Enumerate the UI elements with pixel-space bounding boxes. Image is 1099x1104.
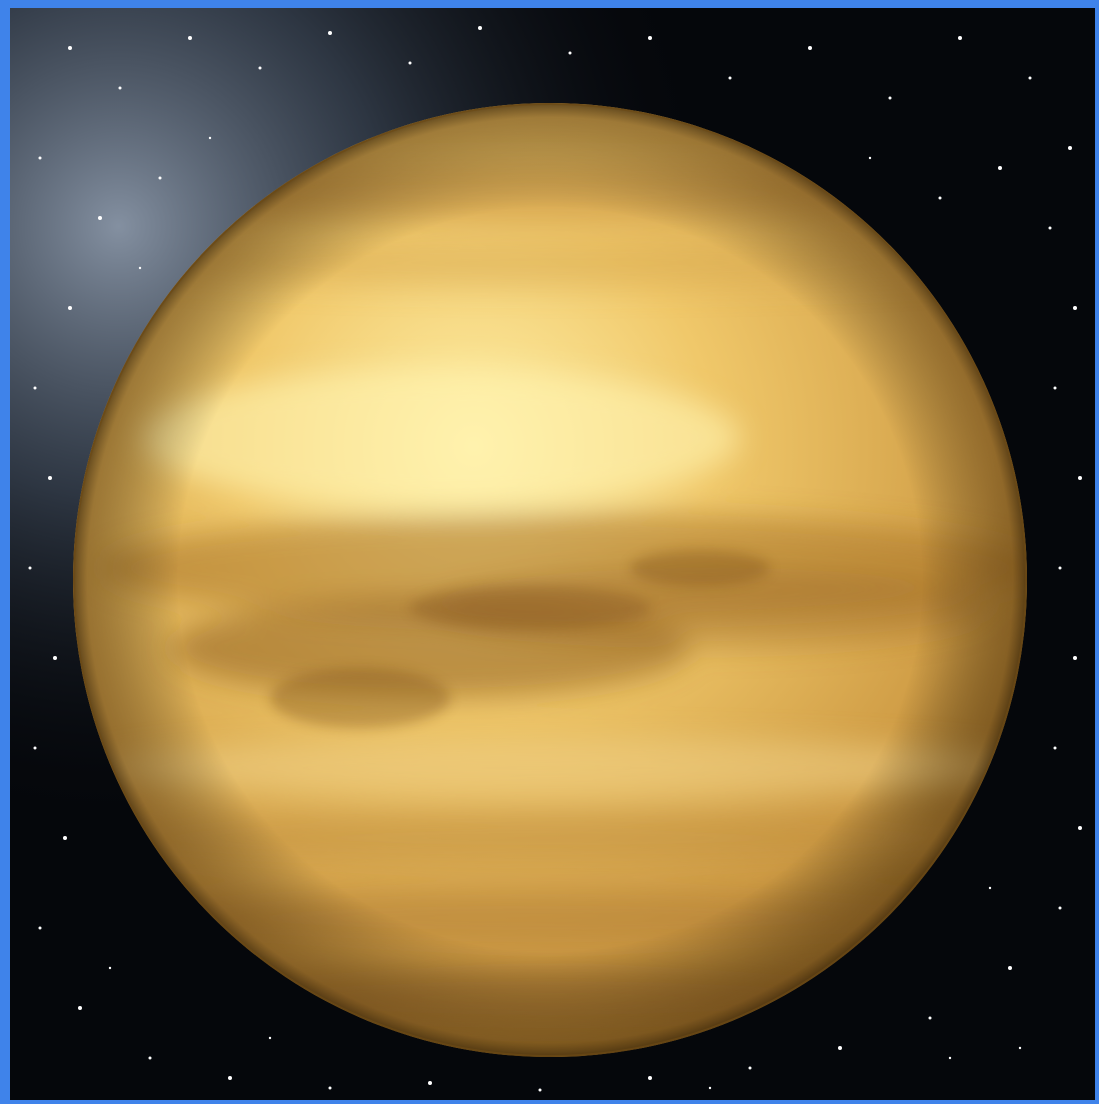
starfield bbox=[28, 26, 1082, 1092]
planet bbox=[73, 103, 1027, 1057]
space-scene bbox=[10, 8, 1095, 1100]
